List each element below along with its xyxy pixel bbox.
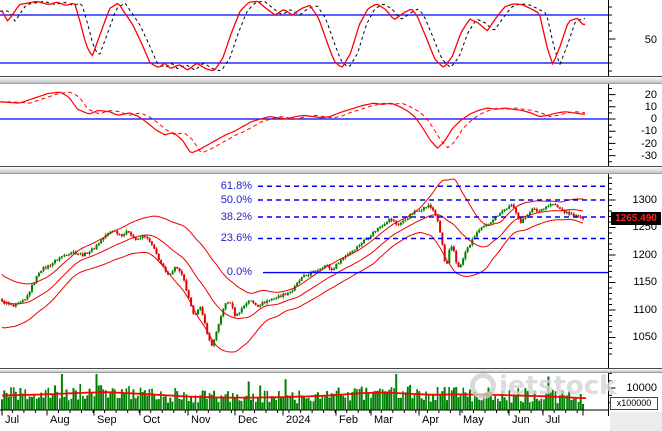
watermark-text: ietstock [499, 371, 617, 401]
volume-multiplier-label: x100000 [610, 397, 658, 410]
fibonacci-level-label: 23.6% [220, 232, 252, 244]
price-axis-tick-label: 1300 [632, 194, 657, 206]
x-axis-month-label: Oct [143, 414, 161, 426]
last-price-badge: 1265.490 [611, 212, 661, 225]
price-axis-tick-label: 1250 [632, 221, 657, 233]
fibonacci-level-label: 61.8% [220, 180, 252, 192]
x-axis-month-label: Aug [50, 414, 70, 426]
price-axis-tick-label: 1050 [632, 331, 657, 343]
stochastic-panel[interactable] [0, 0, 662, 76]
x-axis-month-label: Jul [546, 414, 561, 426]
x-axis-month-label: Apr [422, 414, 440, 426]
panel-splitter-3[interactable] [0, 368, 662, 373]
macd-axis-tick-label: -30 [641, 150, 657, 162]
x-axis-month-label: Feb [339, 414, 358, 426]
stochastic-axis-tick-label: 50 [644, 34, 657, 46]
macd-axis-tick-label: 0 [650, 113, 657, 125]
x-axis-month-label: Jul [5, 414, 20, 426]
macd-axis-tick-label: 10 [644, 101, 657, 113]
macd-panel[interactable] [0, 84, 662, 166]
price-axis-tick-label: 1150 [633, 276, 657, 288]
x-axis-month-label: May [463, 414, 484, 426]
macd-axis-tick-label: -10 [641, 125, 657, 137]
x-axis-month-label: Dec [238, 414, 258, 426]
x-axis-month-label: Sep [97, 414, 117, 426]
macd-axis-tick-label: 20 [644, 89, 657, 101]
panel-splitter-1[interactable] [0, 76, 662, 84]
fibonacci-level-label: 38.2% [220, 211, 252, 223]
x-axis-month-label: 2024 [286, 414, 311, 426]
macd-axis-tick-label: -20 [641, 138, 657, 150]
fibonacci-level-label: 50.0% [220, 194, 252, 206]
volume-axis-tick-label: 10000 [626, 382, 657, 394]
volume-panel[interactable] [0, 373, 662, 431]
vietstock-logo-ring-icon [470, 373, 496, 399]
vietstock-watermark: ietstock [470, 371, 616, 401]
fibonacci-level-label: 0.0% [226, 266, 252, 278]
price-axis-tick-label: 1100 [633, 304, 657, 316]
x-axis-month-label: Jun [512, 414, 530, 426]
price-candlestick-panel[interactable] [0, 174, 662, 368]
panel-splitter-2[interactable] [0, 166, 662, 174]
x-axis-month-label: Nov [191, 414, 211, 426]
x-axis-month-label: Mar [374, 414, 393, 426]
price-axis-tick-label: 1200 [632, 249, 657, 261]
